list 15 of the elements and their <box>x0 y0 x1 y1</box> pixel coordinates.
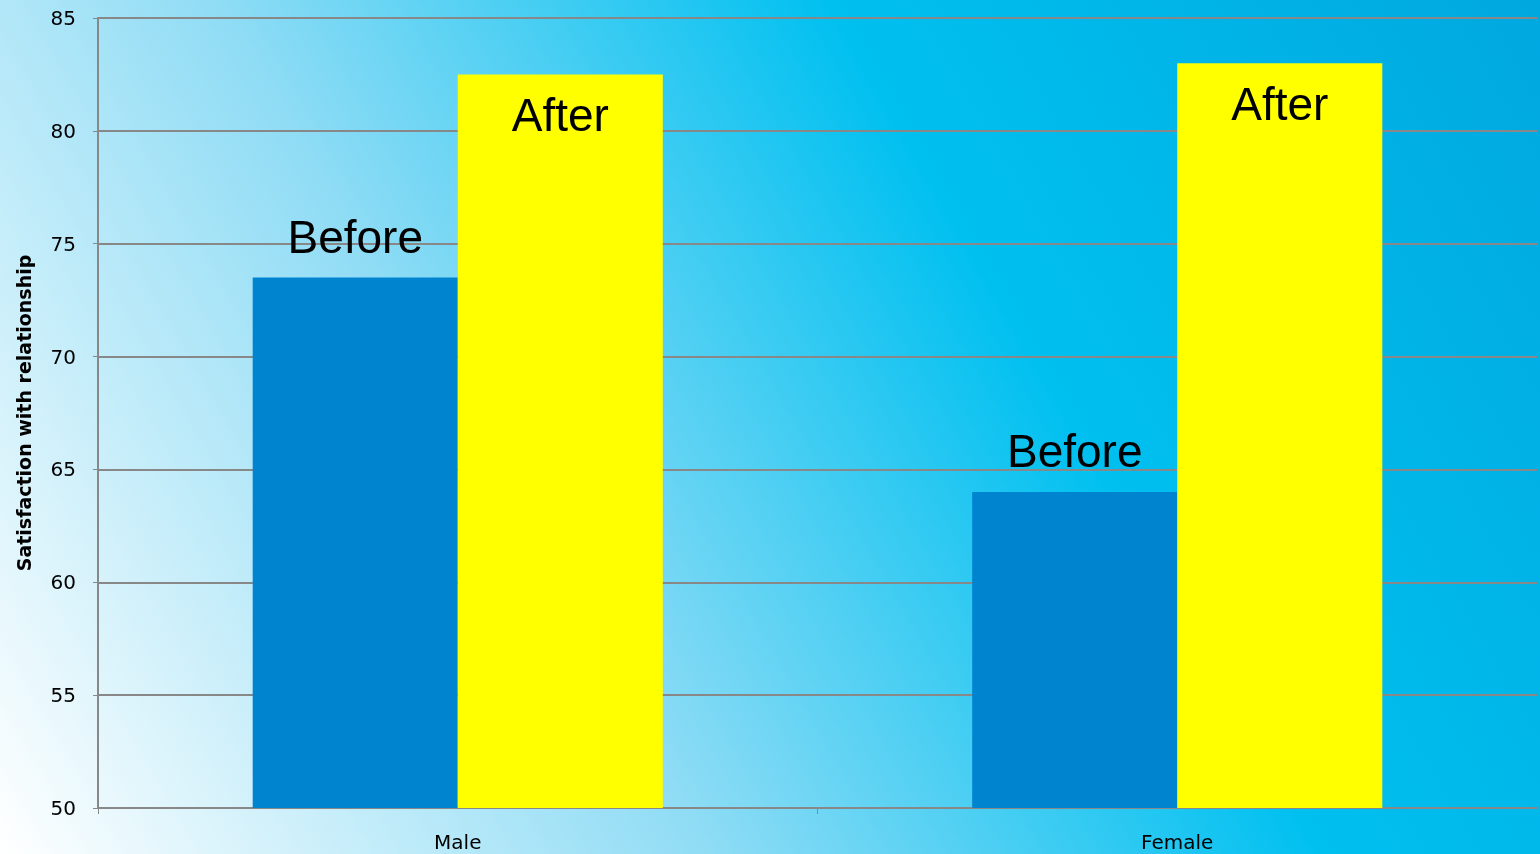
x-tick-label: Male <box>434 830 482 854</box>
y-tick-label: 70 <box>50 344 76 369</box>
text: After <box>1231 78 1329 131</box>
y-tick-label: 85 <box>50 6 76 30</box>
series-label: After <box>511 89 609 142</box>
y-tick-label: 80 <box>50 118 76 143</box>
y-axis-title: Satisfaction with relationship <box>12 254 35 572</box>
y-tick-label: 75 <box>50 231 76 256</box>
x-tick-label: Female <box>1141 830 1214 854</box>
y-tick-label: 65 <box>50 457 76 482</box>
y-tick-label: 60 <box>50 570 76 595</box>
text: Before <box>1006 425 1143 477</box>
y-tick-label: 50 <box>50 796 76 820</box>
y-tick-label: 55 <box>50 683 76 708</box>
series-label: Before <box>287 210 423 263</box>
